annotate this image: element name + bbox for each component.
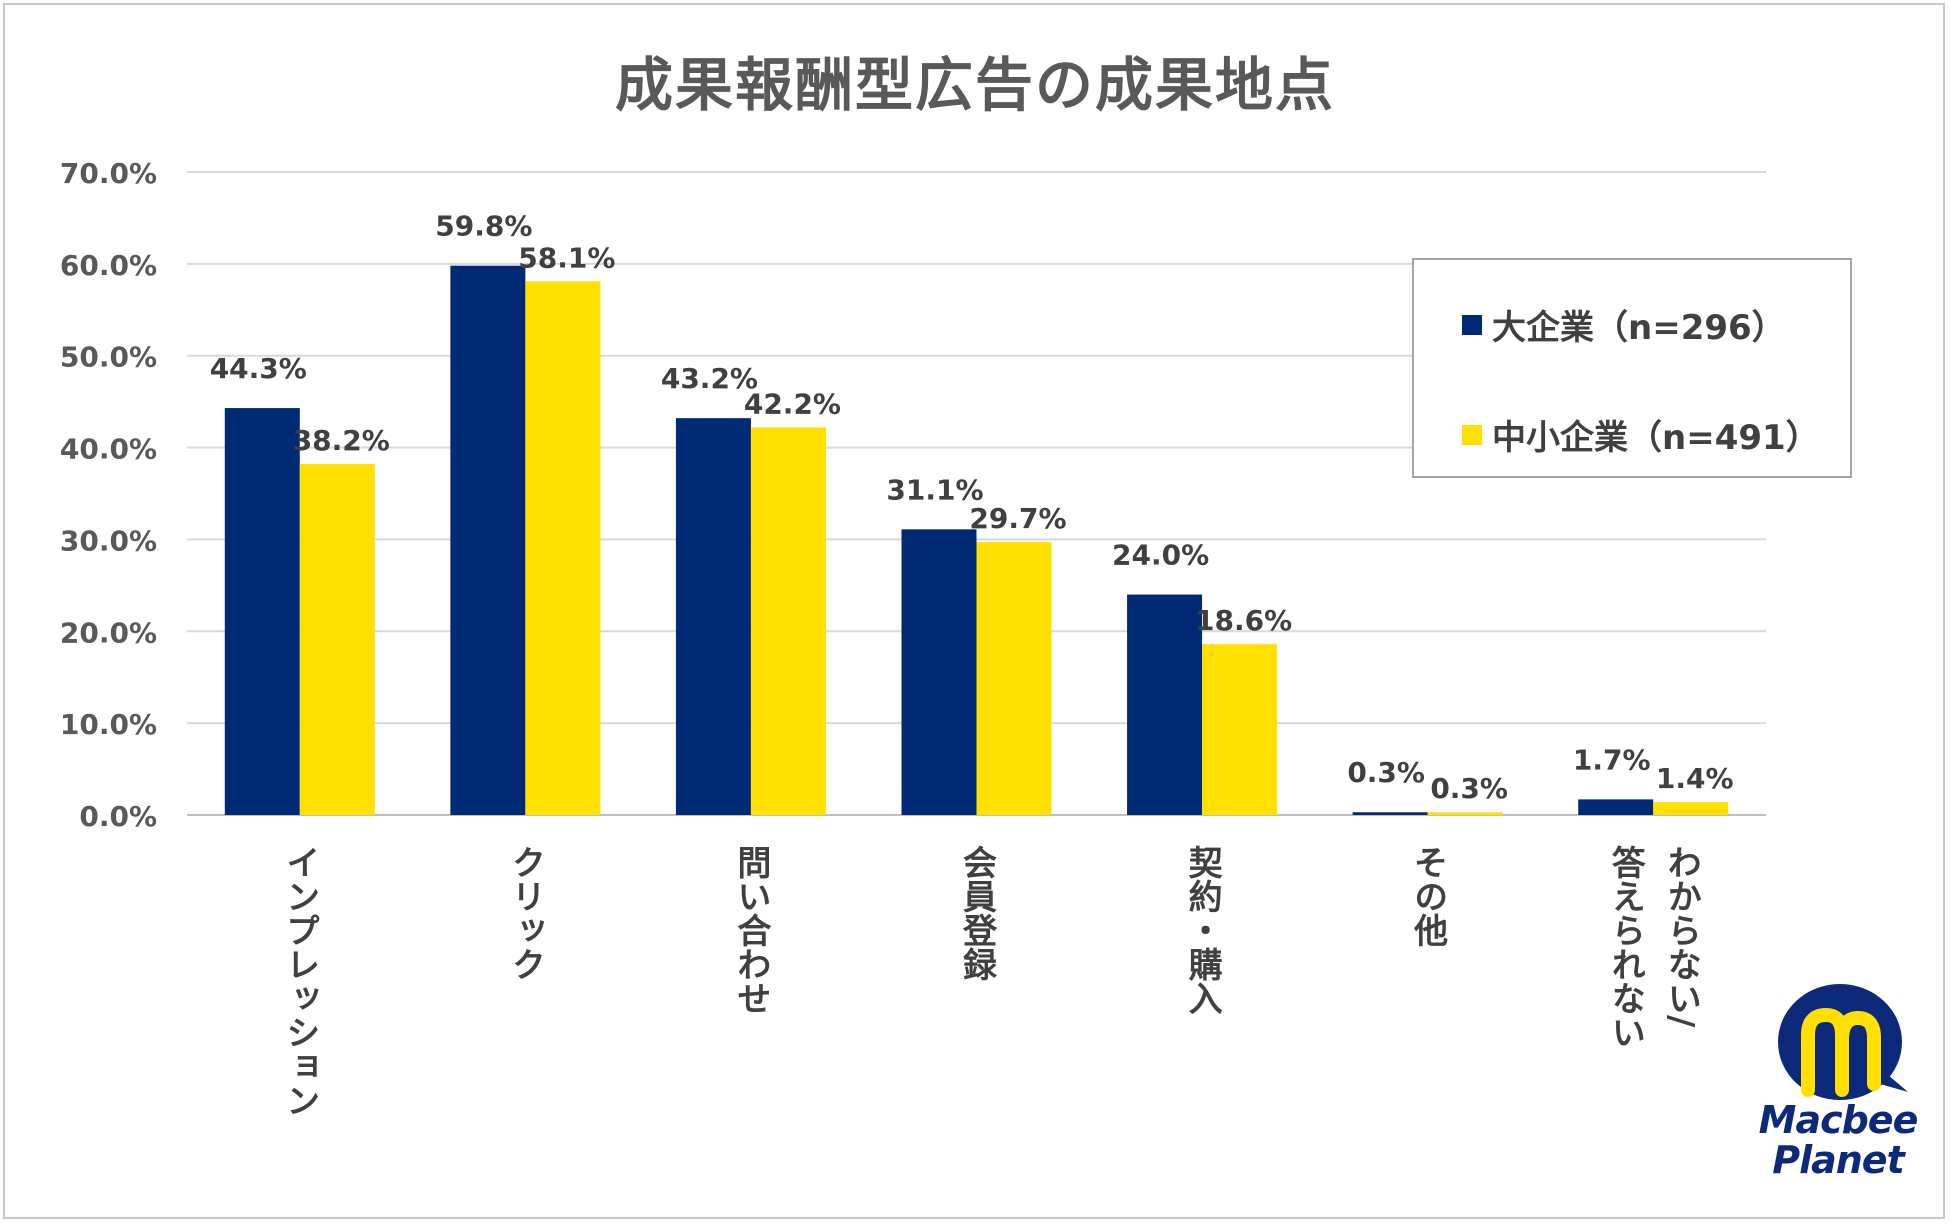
data-label: 43.2% — [661, 362, 758, 395]
legend-swatch-sme — [1462, 424, 1482, 445]
y-tick-label: 50.0% — [60, 341, 157, 374]
y-tick-label: 20.0% — [60, 616, 157, 649]
logo-text-line2: Planet — [1772, 1138, 1905, 1182]
y-tick-label: 60.0% — [60, 249, 157, 282]
logo-mark-icon — [1778, 984, 1908, 1100]
data-label: 1.4% — [1656, 762, 1734, 795]
logo-text-line1: Macbee — [1758, 1098, 1919, 1142]
y-tick-label: 10.0% — [60, 708, 157, 741]
x-category-label: その他 — [1408, 845, 1449, 947]
y-tick-label: 0.0% — [79, 800, 157, 833]
y-tick-label: 30.0% — [60, 524, 157, 557]
data-label: 44.3% — [210, 352, 307, 385]
legend-item-large-enterprise: 大企業（n=296） — [1462, 300, 1786, 349]
data-label: 31.1% — [886, 473, 983, 506]
legend-item-sme: 中小企業（n=491） — [1462, 410, 1820, 459]
x-category-label: クリック — [505, 845, 545, 981]
bar-sme — [1427, 812, 1503, 815]
data-label: 18.6% — [1195, 604, 1292, 637]
bar-large-enterprise — [675, 418, 751, 815]
bar-sme — [750, 427, 826, 815]
bar-sme — [299, 464, 375, 815]
data-label: 58.1% — [518, 241, 615, 274]
y-tick-label: 40.0% — [60, 433, 157, 466]
data-label: 42.2% — [744, 387, 841, 420]
bars — [224, 265, 1729, 815]
bar-large-enterprise — [901, 529, 977, 815]
bar-large-enterprise — [1578, 799, 1654, 815]
bar-large-enterprise — [224, 408, 300, 815]
macbee-planet-logo: Macbee Planet — [1738, 980, 1938, 1190]
chart-title: 成果報酬型広告の成果地点 — [614, 51, 1335, 119]
x-category-label: 会員登録 — [957, 845, 998, 981]
bar-sme — [525, 281, 601, 815]
y-tick-label: 70.0% — [60, 157, 157, 190]
bar-sme — [1202, 644, 1278, 815]
logo-text: Macbee Planet — [1738, 1100, 1938, 1180]
bar-large-enterprise — [450, 265, 526, 815]
data-label: 0.3% — [1430, 772, 1508, 805]
data-label: 1.7% — [1573, 743, 1651, 776]
bar-large-enterprise — [1127, 594, 1203, 815]
x-category-label: 答えられない — [1605, 845, 1645, 1049]
x-category-label: 問い合わせ — [731, 845, 771, 1015]
bar-large-enterprise — [1352, 812, 1428, 815]
data-label: 59.8% — [435, 210, 532, 243]
x-category-label: わからない/ — [1661, 845, 1701, 1028]
legend-label-large-enterprise: 大企業（n=296） — [1492, 308, 1786, 348]
x-axis-category-labels: インプレッション クリック 問い合わせ 会員登録 契約・購入 その他 わからない/答えられな… — [280, 845, 1701, 1117]
data-labels: 44.3% 38.2% 59.8%58.1% 43.2%42.2% 31.1%29.7%… — [210, 210, 1734, 806]
bar-sme — [976, 542, 1052, 815]
data-label: 38.2% — [293, 424, 390, 457]
data-label: 29.7% — [969, 502, 1066, 535]
x-category-label: 契約・購入 — [1182, 845, 1222, 1015]
legend-label-sme: 中小企業（n=491） — [1492, 418, 1820, 458]
legend-swatch-large-enterprise — [1462, 314, 1482, 335]
x-category-label: インプレッション — [280, 845, 320, 1117]
bar-sme — [1653, 802, 1729, 815]
data-label: 24.0% — [1112, 539, 1209, 572]
y-axis-tick-labels: 0.0% 10.0% 20.0% 30.0% 40.0% 50.0% 60.0% 70.0% — [60, 157, 157, 833]
legend: 大企業（n=296） 中小企業（n=491） — [1412, 258, 1852, 478]
data-label: 0.3% — [1347, 756, 1425, 789]
